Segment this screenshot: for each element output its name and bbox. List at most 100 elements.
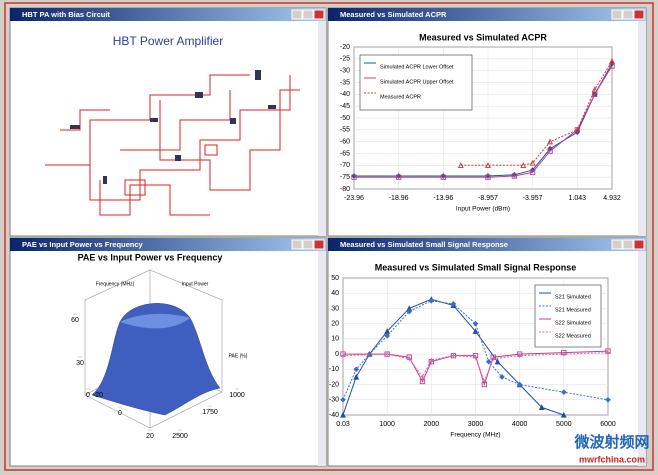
point (406, 308, 413, 315)
y-tick-label: -25 (340, 56, 350, 63)
schematic-parts (70, 70, 276, 184)
tick-label: 0 (86, 392, 90, 399)
series-line (342, 352, 609, 383)
surface (91, 303, 221, 416)
watermark: 微波射频网 (573, 433, 649, 451)
legend-label: Simulated ACPR Upper Offset (380, 79, 454, 85)
y-tick-label: -45 (340, 103, 350, 110)
y-tick-label: -10 (329, 366, 339, 373)
x-axis-label: Frequency (MHz) (450, 432, 500, 439)
point (384, 333, 391, 339)
y-tick-label: -30 (329, 397, 339, 404)
point (353, 373, 360, 380)
scrollbar (638, 21, 646, 236)
y-tick-label: -20 (340, 44, 350, 51)
point (517, 353, 522, 358)
scrollbar (318, 21, 326, 236)
x-tick-label: -18.96 (389, 195, 409, 202)
legend (359, 54, 473, 111)
point (485, 162, 491, 168)
point (428, 297, 435, 304)
series-line (343, 350, 609, 387)
minimize-button[interactable] (291, 9, 303, 20)
minimize-button[interactable] (611, 9, 623, 20)
y-tick-label: 20 (331, 321, 339, 328)
title-bar (328, 8, 646, 21)
title-bar (10, 8, 326, 21)
legend-label: S21 Measured (555, 307, 591, 313)
x-tick-label: 0.03 (336, 421, 350, 428)
y-tick-label: -50 (340, 115, 350, 122)
point (429, 358, 434, 363)
legend-label: S22 Simulated (555, 320, 591, 326)
point (472, 320, 479, 327)
point (395, 174, 402, 180)
point (384, 351, 390, 357)
tick-label: 0 (118, 410, 122, 417)
surface-highlight (120, 313, 190, 329)
y-tick-label: -75 (340, 174, 350, 181)
point (529, 159, 536, 166)
point (485, 174, 491, 180)
y-tick-label: -60 (340, 139, 350, 146)
series-line (354, 65, 613, 178)
point (591, 86, 598, 93)
series-line (460, 60, 613, 166)
y-tick-label: 30 (331, 305, 339, 312)
watermark-url: mwrfchina.com (579, 454, 645, 464)
close-button[interactable] (633, 9, 645, 20)
chart-title: Measured vs Simulated ACPR (419, 32, 547, 42)
point (574, 126, 581, 133)
point (547, 138, 554, 145)
maximize-button[interactable] (302, 9, 314, 20)
minimize-button[interactable] (611, 239, 623, 250)
legend-label: S21 Simulated (555, 294, 591, 300)
title-bar (328, 238, 646, 251)
point (473, 354, 478, 360)
point (560, 411, 567, 418)
point (472, 328, 479, 334)
point (529, 169, 536, 176)
window-title: PAE vs Input Power vs Frequency (22, 240, 144, 249)
maximize-button[interactable] (302, 239, 314, 250)
point (511, 173, 518, 179)
x-tick-label: 4000 (512, 421, 528, 428)
tick-label: 2500 (172, 433, 188, 440)
point (419, 378, 426, 385)
x-tick-label: 6000 (600, 421, 616, 428)
y-tick-label: -35 (340, 79, 350, 86)
scrollbar (318, 251, 326, 466)
close-button[interactable] (313, 9, 325, 20)
point (340, 353, 346, 358)
x-tick-label: -13.96 (433, 195, 453, 202)
tick-label: 20 (146, 433, 154, 440)
minimize-button[interactable] (291, 239, 303, 250)
tick-label: 30 (76, 360, 84, 367)
chart-title: Measured vs Simulated Small Signal Respo… (375, 262, 577, 272)
point (482, 379, 487, 384)
point (351, 174, 357, 180)
tick-label: 60 (71, 317, 79, 324)
point (353, 366, 360, 373)
y-tick-label: 0 (335, 351, 339, 358)
x-tick-label: 3000 (468, 421, 484, 428)
x-tick-label: 4.932 (603, 195, 621, 202)
y-tick-label: -80 (340, 186, 350, 193)
axis-label: Input Power (182, 281, 209, 287)
legend-label: Measured ACPR (380, 94, 421, 100)
x-tick-label: -3.957 (523, 195, 543, 202)
x-tick-label: 1000 (379, 421, 395, 428)
axis-label: Frequency (MHz) (96, 281, 135, 287)
maximize-button[interactable] (622, 239, 634, 250)
y-tick-label: -30 (340, 68, 350, 75)
point (609, 57, 615, 64)
close-button[interactable] (313, 239, 325, 250)
maximize-button[interactable] (622, 9, 634, 20)
window-title: Measured vs Simulated Small Signal Respo… (340, 240, 508, 249)
close-button[interactable] (633, 239, 645, 250)
schematic-title: HBT Power Amplifier (113, 34, 223, 48)
window (9, 7, 327, 237)
y-tick-label: 50 (331, 275, 339, 282)
point (407, 356, 412, 361)
